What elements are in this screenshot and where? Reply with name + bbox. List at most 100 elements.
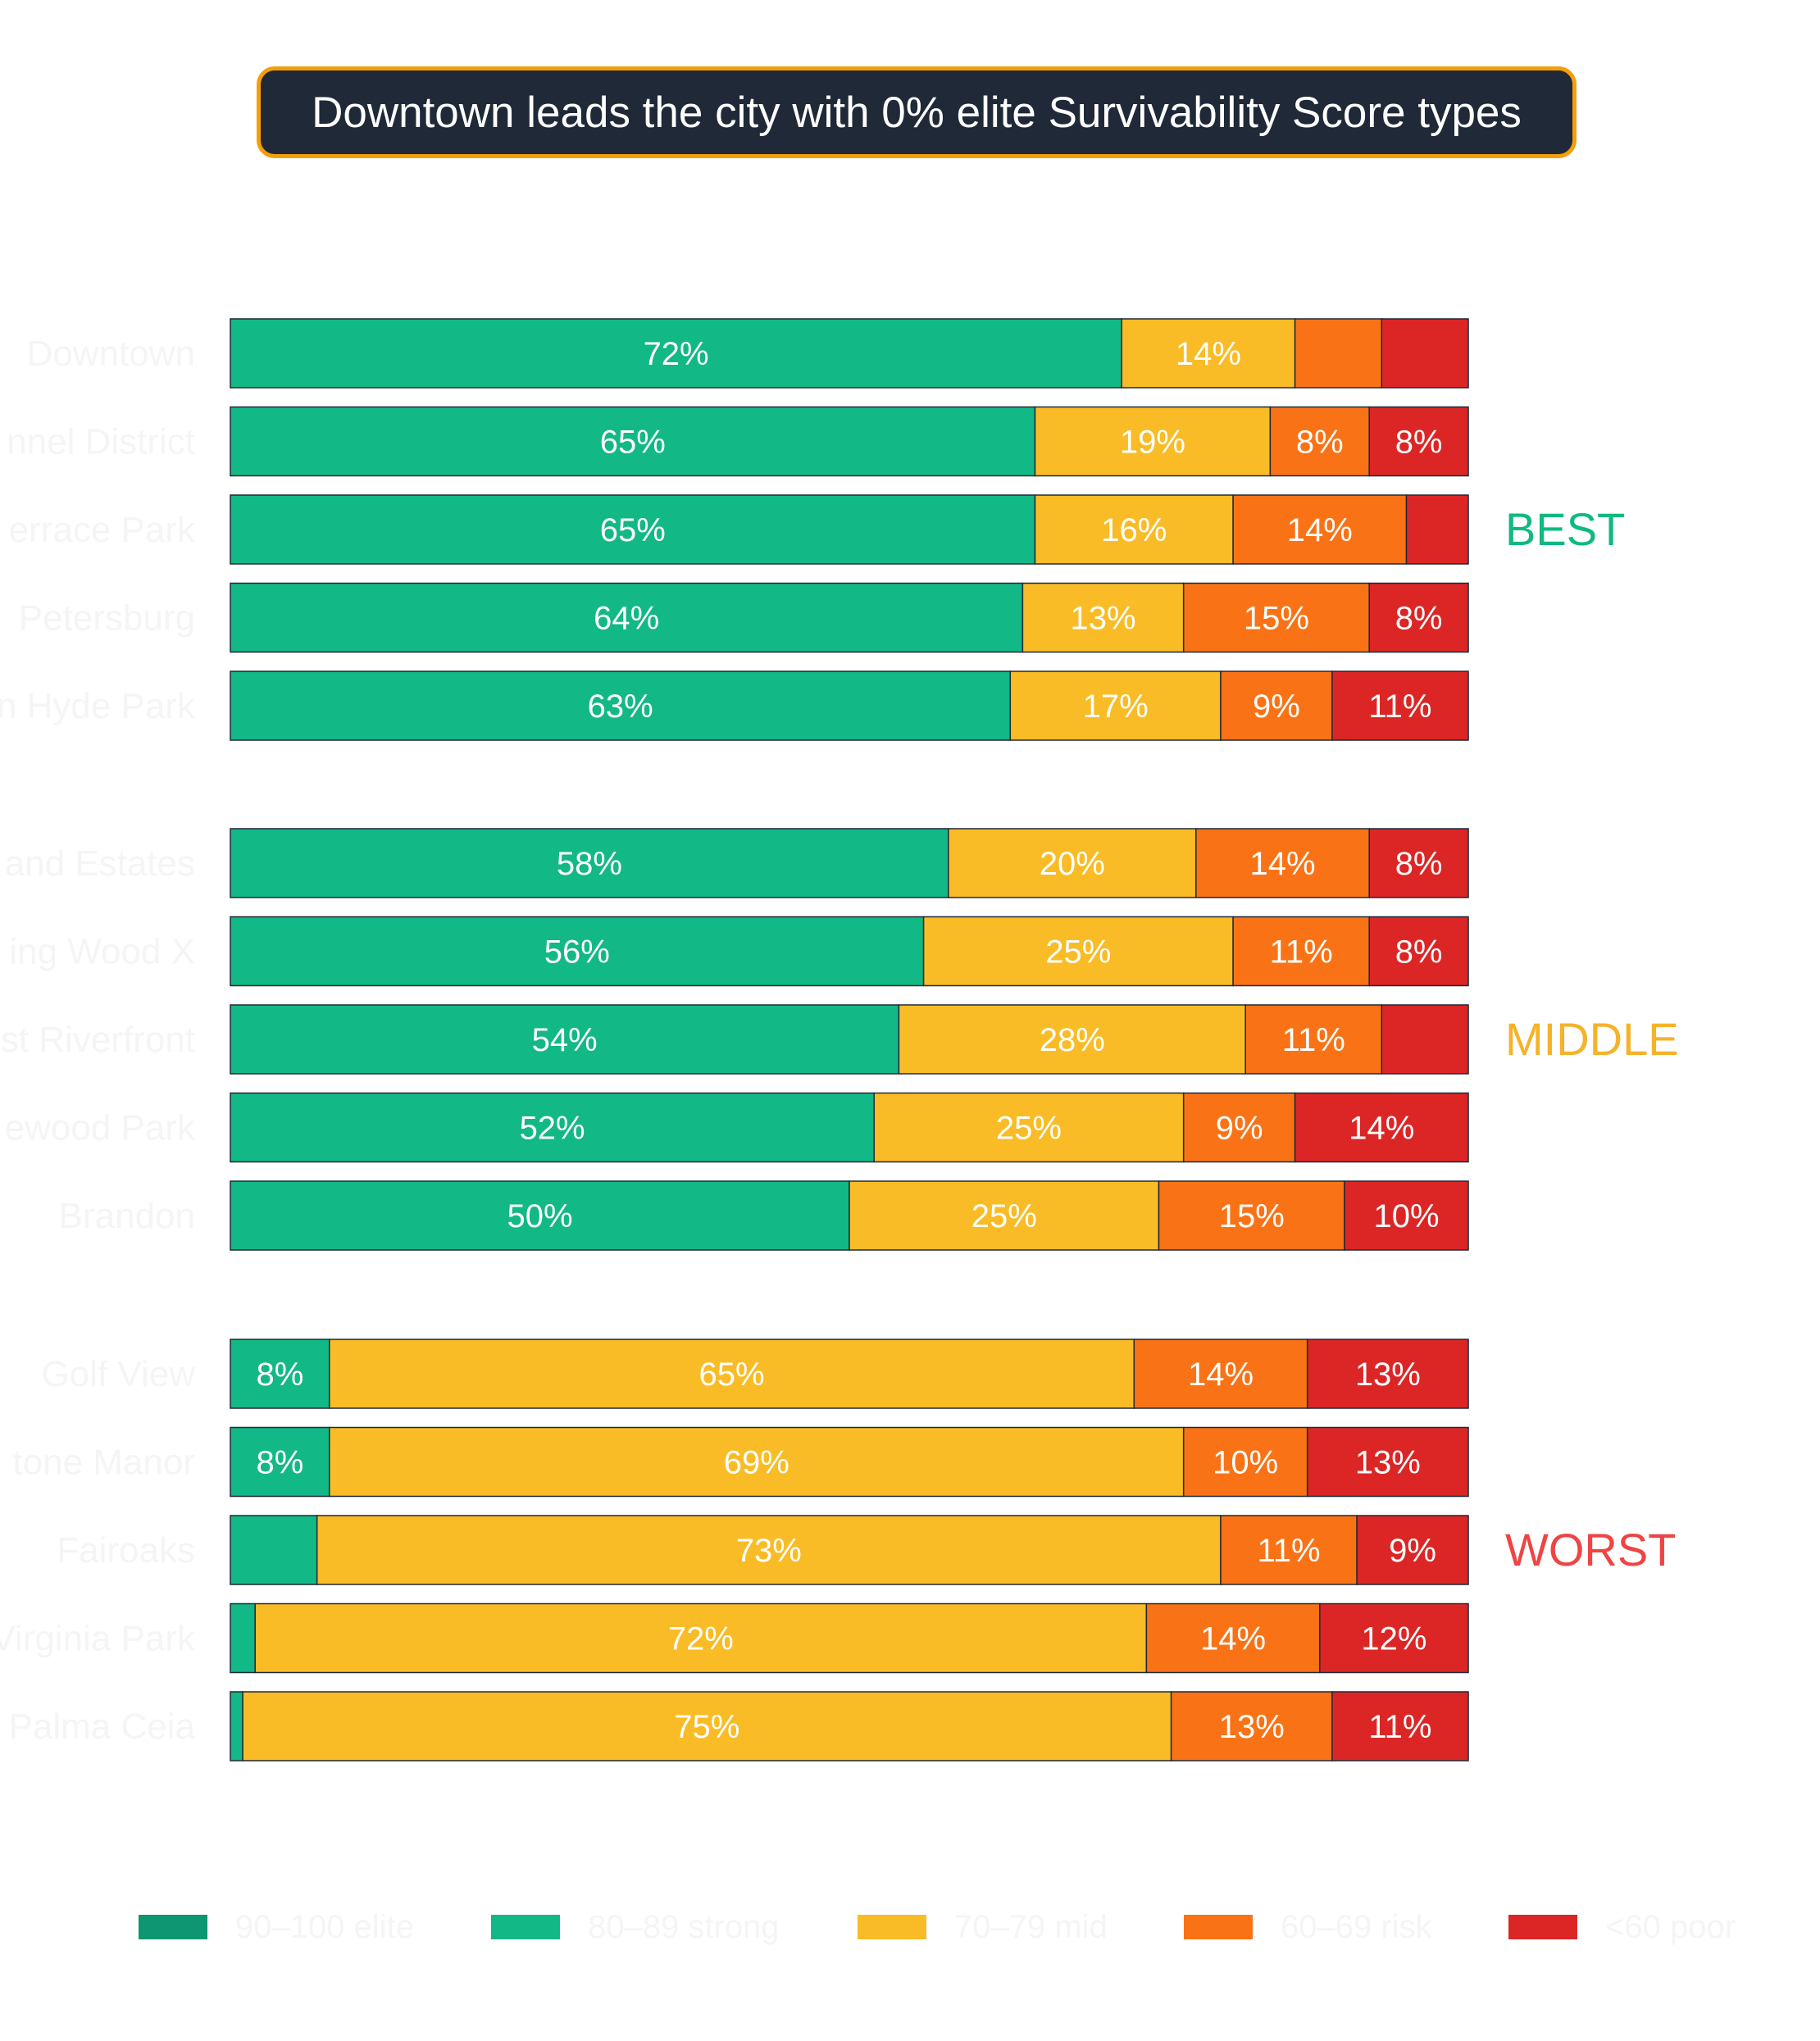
data-label: 15%	[1244, 601, 1309, 637]
data-label: 9%	[1389, 1533, 1436, 1569]
bar-segment	[1220, 1515, 1358, 1585]
legend-swatch	[139, 1915, 207, 1939]
data-label: 14%	[1287, 512, 1353, 548]
data-label: 52%	[520, 1111, 585, 1147]
data-label: 8%	[1395, 846, 1443, 882]
bar-segment	[1306, 1339, 1469, 1409]
bar-segment	[1182, 1092, 1296, 1163]
data-label: 13%	[1219, 1709, 1285, 1745]
bar-segment	[1009, 670, 1222, 741]
data-label: 64%	[594, 601, 659, 637]
data-label: 13%	[1355, 1357, 1421, 1393]
data-label: 14%	[1200, 1621, 1266, 1657]
bar-segment	[1182, 1426, 1308, 1498]
bar-segment	[1121, 318, 1296, 389]
data-label: 50%	[507, 1198, 572, 1234]
group-label: MIDDLE	[1505, 1013, 1679, 1065]
category-label: Golf View	[42, 1354, 196, 1394]
bar-segment	[1405, 494, 1469, 565]
data-label: 65%	[600, 512, 666, 548]
data-label: 69%	[724, 1445, 789, 1481]
bar-segment	[1331, 1691, 1469, 1761]
data-label: 11%	[1258, 1533, 1321, 1569]
bar-segment	[230, 582, 1024, 653]
bar-segment	[230, 318, 1122, 389]
legend-label: <60 poor	[1605, 1909, 1736, 1945]
data-label: 13%	[1355, 1445, 1421, 1481]
data-label: 15%	[1219, 1198, 1285, 1234]
bar-segment	[1034, 406, 1272, 477]
bar-segment	[254, 1602, 1148, 1674]
data-label: 11%	[1270, 934, 1333, 970]
data-label: 65%	[699, 1357, 765, 1393]
bar-segment	[242, 1691, 1172, 1761]
category-label: nnel District	[7, 422, 195, 462]
bar-segment	[230, 1602, 256, 1674]
data-label: 13%	[1071, 601, 1136, 637]
data-label: 28%	[1040, 1022, 1105, 1058]
data-label: 75%	[674, 1709, 739, 1745]
bar-segment	[948, 828, 1197, 898]
category-label: and Estates	[5, 843, 195, 884]
data-label: 25%	[971, 1198, 1037, 1234]
bar-segment	[1034, 494, 1234, 565]
category-label: Downtown	[27, 334, 195, 374]
legend: 90–100 elite 80–89 strong 70–79 mid 60–69 r…	[139, 1909, 1736, 1945]
data-label: 25%	[996, 1111, 1062, 1147]
category-label: n Hyde Park	[0, 686, 196, 726]
bar-segment	[1195, 828, 1370, 898]
data-label: 17%	[1083, 689, 1149, 725]
category-label: tone Manor	[12, 1443, 195, 1483]
bar-segment	[1021, 582, 1185, 653]
data-label: 65%	[600, 425, 666, 461]
data-label: 12%	[1361, 1621, 1426, 1657]
bar-segment	[1220, 670, 1333, 741]
data-label: 10%	[1373, 1198, 1439, 1234]
bar-segment	[230, 1691, 243, 1761]
data-label: 19%	[1120, 425, 1185, 461]
legend-swatch	[1184, 1915, 1253, 1939]
legend-swatch	[858, 1915, 926, 1939]
bar-segment	[230, 406, 1036, 477]
data-label: 8%	[1296, 425, 1344, 461]
bar-segment	[1133, 1339, 1308, 1409]
bar-segment	[849, 1180, 1160, 1251]
data-label: 9%	[1216, 1111, 1263, 1147]
bar-segment	[329, 1426, 1185, 1498]
category-label: Petersburg	[19, 598, 195, 639]
data-label: 8%	[1395, 934, 1443, 970]
bar-segment	[230, 1515, 318, 1585]
data-label: 8%	[1395, 601, 1443, 637]
legend-label: 90–100 elite	[235, 1909, 414, 1945]
data-label: 58%	[557, 846, 622, 882]
bar-segment	[230, 1004, 900, 1075]
bar-segment	[1368, 916, 1469, 987]
data-label: 72%	[644, 336, 709, 372]
chart-title-box: Downtown leads the city with 0% elite Su…	[257, 66, 1577, 158]
bar-segment	[329, 1339, 1135, 1409]
data-label: 73%	[736, 1533, 802, 1569]
bar-segment	[230, 494, 1036, 565]
bar-segment	[1158, 1180, 1345, 1251]
bar-segment	[1294, 318, 1383, 389]
category-label: Virginia Park	[0, 1619, 196, 1659]
legend-label: 80–89 strong	[588, 1909, 780, 1945]
data-label: 14%	[1249, 846, 1315, 882]
group-label: BEST	[1505, 503, 1625, 555]
data-label: 16%	[1101, 512, 1167, 548]
bar-segment	[230, 828, 949, 898]
data-label: 14%	[1349, 1111, 1414, 1147]
data-labels: 72% 14% 65% 19% 8% 8% 65% 16% 14% 64% 13% 15% 8% 63% 1…	[256, 336, 1442, 1745]
data-label: 25%	[1045, 934, 1111, 970]
legend-swatch	[491, 1915, 560, 1939]
category-label: errace Park	[9, 510, 196, 550]
bar-segments	[230, 318, 1469, 1761]
category-labels: Downtown nnel District errace Park Petersbu…	[0, 334, 196, 1747]
category-label: ing Wood X	[9, 932, 195, 972]
bar-segment	[230, 1180, 850, 1251]
bar-segment	[230, 1339, 330, 1409]
data-label: 56%	[544, 934, 610, 970]
data-label: 20%	[1040, 846, 1105, 882]
bar-segment	[1356, 1515, 1469, 1585]
data-label: 8%	[1395, 425, 1443, 461]
